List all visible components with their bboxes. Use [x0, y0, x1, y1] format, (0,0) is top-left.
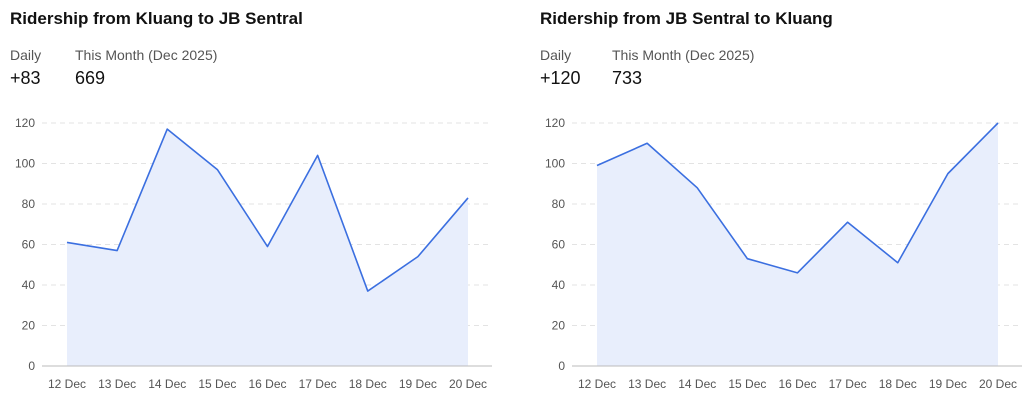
x-tick-label: 13 Dec [628, 377, 666, 391]
x-tick-label: 14 Dec [678, 377, 716, 391]
x-tick-label: 15 Dec [198, 377, 236, 391]
area-fill [67, 129, 468, 366]
month-label: This Month (Dec 2025) [75, 47, 218, 63]
y-tick-label: 60 [22, 238, 36, 252]
x-tick-label: 16 Dec [778, 377, 816, 391]
x-tick-label: 20 Dec [979, 377, 1017, 391]
y-tick-label: 80 [552, 197, 566, 211]
daily-label: Daily [10, 47, 42, 63]
area-chart: 0 20 40 60 80 100 120 12 Dec 13 Dec 14 Dec 15 Dec 1… [545, 116, 1022, 391]
x-tick-label: 19 Dec [929, 377, 967, 391]
x-tick-label: 17 Dec [299, 377, 337, 391]
daily-value: +120 [540, 68, 581, 88]
y-tick-label: 20 [552, 319, 566, 333]
y-tick-label: 0 [28, 359, 35, 373]
x-tick-label: 17 Dec [829, 377, 867, 391]
y-tick-label: 40 [552, 278, 566, 292]
y-tick-label: 100 [545, 157, 565, 171]
daily-value: +83 [10, 68, 41, 88]
x-tick-label: 13 Dec [98, 377, 136, 391]
y-tick-label: 120 [15, 116, 35, 130]
x-tick-label: 18 Dec [349, 377, 387, 391]
x-tick-label: 19 Dec [399, 377, 437, 391]
x-tick-label: 14 Dec [148, 377, 186, 391]
y-tick-label: 0 [558, 359, 565, 373]
area-chart: 0 20 40 60 80 100 120 12 Dec 13 Dec 14 Dec 15 Dec 1… [15, 116, 492, 391]
x-tick-label: 20 Dec [449, 377, 487, 391]
chart-panel-jb-to-kluang: Ridership from JB Sentral to Kluang Dail… [530, 0, 1024, 404]
chart-title: Ridership from JB Sentral to Kluang [540, 9, 833, 28]
month-value: 733 [612, 68, 643, 88]
chart-title: Ridership from Kluang to JB Sentral [10, 9, 303, 28]
y-tick-label: 120 [545, 116, 565, 130]
area-fill [597, 123, 998, 366]
chart-panel-kluang-to-jb: Ridership from Kluang to JB Sentral Dail… [0, 0, 500, 404]
x-tick-label: 12 Dec [48, 377, 86, 391]
x-tick-label: 15 Dec [728, 377, 766, 391]
y-tick-label: 100 [15, 157, 35, 171]
month-label: This Month (Dec 2025) [612, 47, 755, 63]
month-value: 669 [75, 68, 106, 88]
x-tick-label: 18 Dec [879, 377, 917, 391]
y-tick-label: 20 [22, 319, 36, 333]
x-tick-label: 12 Dec [578, 377, 616, 391]
y-tick-label: 80 [22, 197, 36, 211]
daily-label: Daily [540, 47, 572, 63]
y-tick-label: 60 [552, 238, 566, 252]
y-tick-label: 40 [22, 278, 36, 292]
x-tick-label: 16 Dec [248, 377, 286, 391]
